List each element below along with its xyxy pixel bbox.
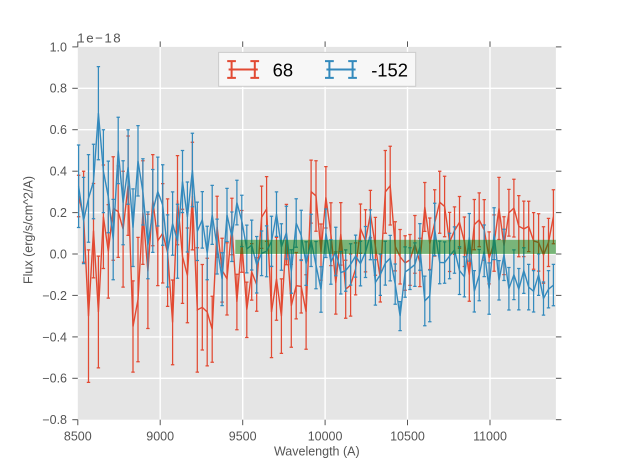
svg-text:0.6: 0.6: [50, 123, 67, 137]
svg-text:−0.8: −0.8: [42, 413, 67, 427]
svg-text:0.2: 0.2: [50, 206, 67, 220]
svg-text:−0.4: −0.4: [42, 330, 67, 344]
svg-text:1.0: 1.0: [50, 40, 67, 54]
svg-text:−0.2: −0.2: [42, 289, 67, 303]
svg-text:10500: 10500: [390, 429, 425, 443]
svg-text:0.0: 0.0: [50, 247, 67, 261]
svg-text:−0.6: −0.6: [42, 372, 67, 386]
svg-text:-152: -152: [371, 59, 408, 80]
svg-text:0.8: 0.8: [50, 82, 67, 96]
svg-text:9000: 9000: [146, 429, 174, 443]
svg-text:1e−18: 1e−18: [77, 31, 122, 46]
svg-text:10000: 10000: [308, 429, 343, 443]
svg-text:8500: 8500: [64, 429, 92, 443]
svg-text:Flux (erg/s/cm^2/A): Flux (erg/s/cm^2/A): [22, 176, 36, 284]
svg-text:9500: 9500: [229, 429, 257, 443]
svg-text:11000: 11000: [473, 429, 507, 443]
svg-text:0.4: 0.4: [50, 165, 67, 179]
svg-text:68: 68: [273, 59, 293, 80]
svg-text:Wavelength (A): Wavelength (A): [274, 444, 360, 458]
